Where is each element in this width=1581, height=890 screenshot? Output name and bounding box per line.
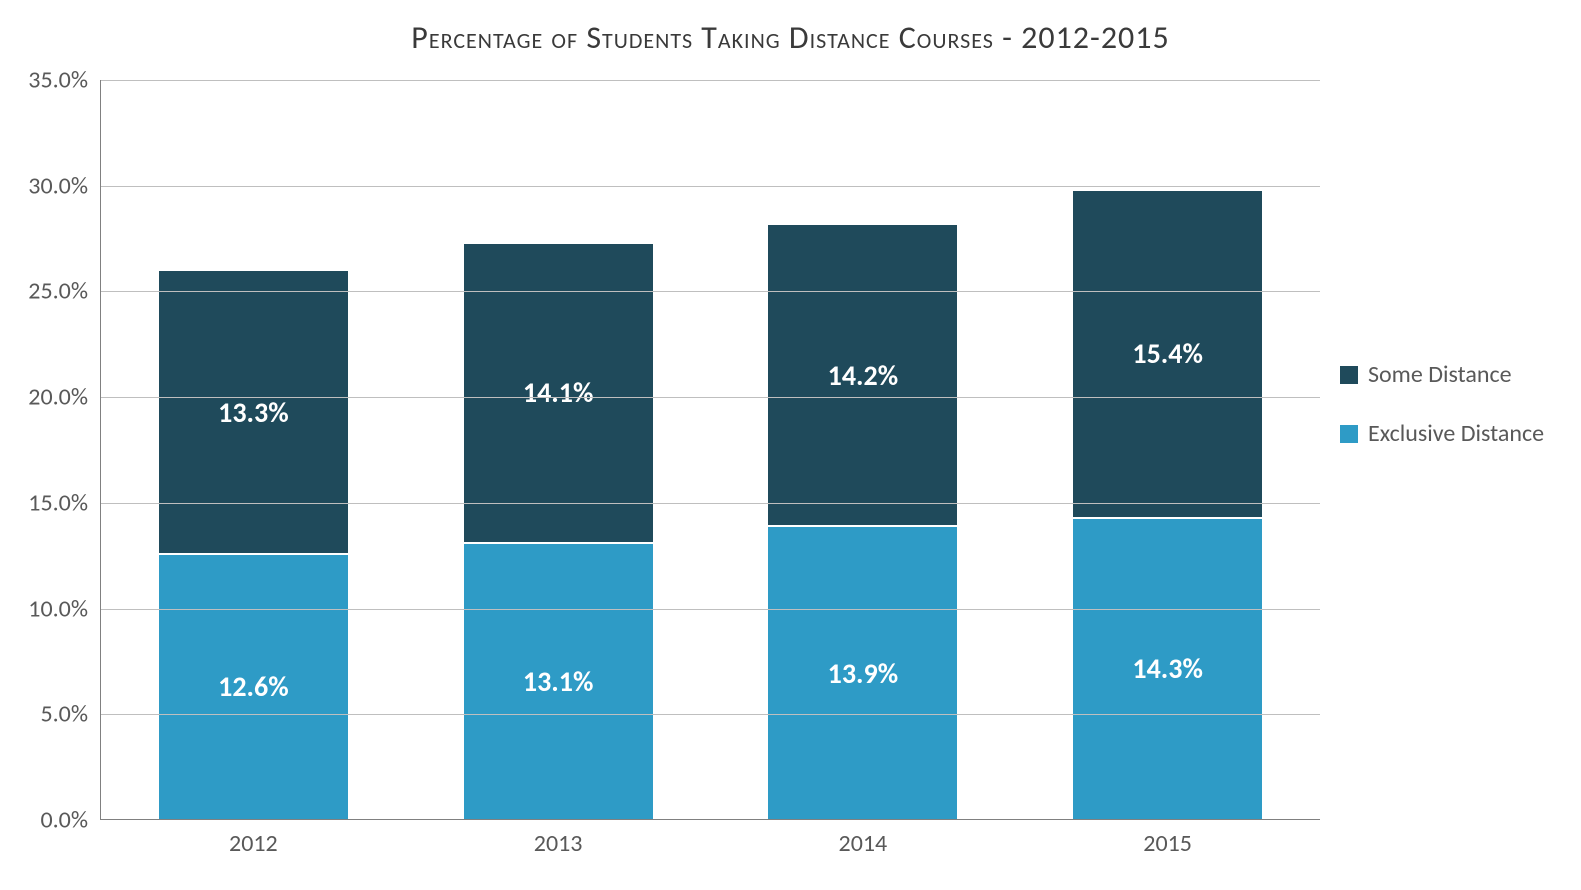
plot-area: 13.3%12.6%201214.1%13.1%201314.2%13.9%20… <box>100 80 1320 820</box>
x-axis-tick-label: 2015 <box>1143 829 1192 858</box>
legend-item: Some Distance <box>1340 360 1544 389</box>
bar-group: 15.4%14.3%2015 <box>1073 191 1262 819</box>
legend-label: Exclusive Distance <box>1368 419 1544 448</box>
bar-segment-label: 14.3% <box>1132 651 1202 686</box>
gridline <box>101 503 1320 504</box>
bar-group: 13.3%12.6%2012 <box>159 271 348 819</box>
x-axis-tick-label: 2012 <box>229 829 278 858</box>
bar-segment-label: 13.3% <box>218 395 288 430</box>
bar-segment-some: 14.1% <box>464 244 653 542</box>
y-axis-tick-label: 0.0% <box>0 806 88 835</box>
chart-title: Percentage of Students Taking Distance C… <box>0 18 1581 57</box>
x-axis-tick-label: 2013 <box>534 829 583 858</box>
y-axis-tick-label: 35.0% <box>0 66 88 95</box>
gridline <box>101 397 1320 398</box>
bar-segment-some: 13.3% <box>159 271 348 552</box>
legend-swatch <box>1340 425 1358 443</box>
bar-segment-label: 14.1% <box>523 375 593 410</box>
bar-group: 14.2%13.9%2014 <box>768 225 957 819</box>
bar-group: 14.1%13.1%2013 <box>464 244 653 819</box>
legend-swatch <box>1340 366 1358 384</box>
bars-container: 13.3%12.6%201214.1%13.1%201314.2%13.9%20… <box>101 80 1320 819</box>
bar-segment-label: 15.4% <box>1132 336 1202 371</box>
gridline <box>101 609 1320 610</box>
bar-segment-exclusive: 12.6% <box>159 553 348 819</box>
legend-item: Exclusive Distance <box>1340 419 1544 448</box>
y-axis-tick-label: 20.0% <box>0 383 88 412</box>
bar-segment-label: 13.9% <box>828 656 898 691</box>
bar-segment-exclusive: 14.3% <box>1073 517 1262 819</box>
gridline <box>101 291 1320 292</box>
y-axis-tick-label: 30.0% <box>0 171 88 200</box>
bar-segment-label: 12.6% <box>218 669 288 704</box>
bar-segment-some: 15.4% <box>1073 191 1262 517</box>
y-axis-tick-label: 15.0% <box>0 488 88 517</box>
bar-segment-some: 14.2% <box>768 225 957 525</box>
bar-segment-exclusive: 13.1% <box>464 542 653 819</box>
bar-segment-label: 13.1% <box>523 664 593 699</box>
gridline <box>101 714 1320 715</box>
y-axis-tick-label: 25.0% <box>0 277 88 306</box>
legend-label: Some Distance <box>1368 360 1512 389</box>
y-axis-tick-label: 5.0% <box>0 700 88 729</box>
chart-container: Percentage of Students Taking Distance C… <box>0 0 1581 890</box>
gridline <box>101 80 1320 81</box>
bar-segment-exclusive: 13.9% <box>768 525 957 819</box>
gridline <box>101 186 1320 187</box>
y-axis-tick-label: 10.0% <box>0 594 88 623</box>
legend: Some Distance Exclusive Distance <box>1340 360 1544 448</box>
x-axis-tick-label: 2014 <box>839 829 888 858</box>
bar-segment-label: 14.2% <box>828 358 898 393</box>
